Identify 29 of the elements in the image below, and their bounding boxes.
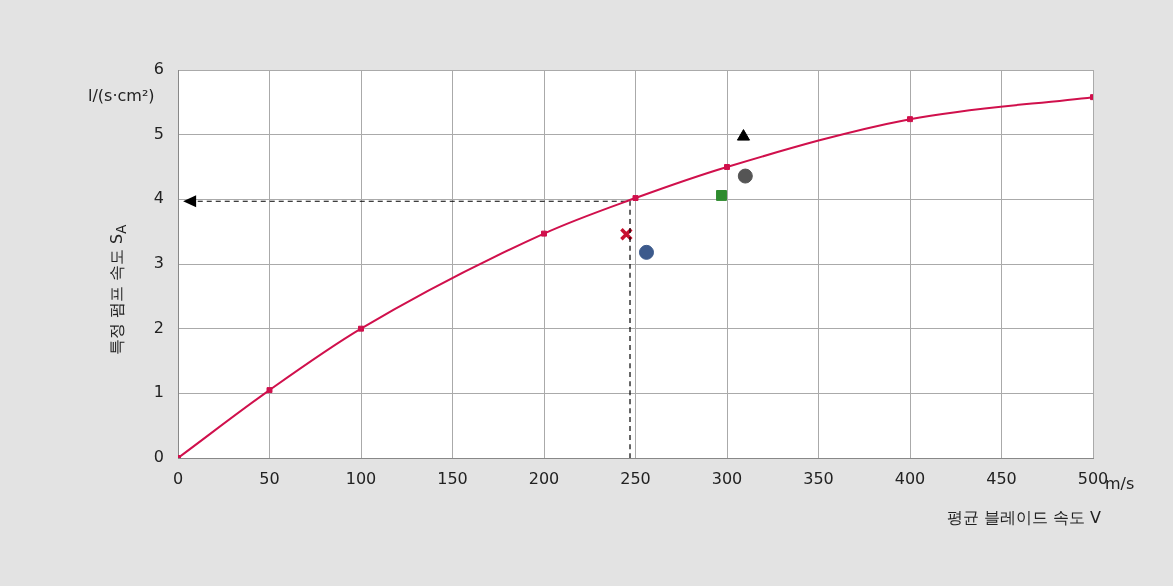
y-tick-label: 4: [153, 188, 164, 208]
y-tick-label: 3: [153, 253, 164, 273]
x-tick-label: 450: [986, 468, 1017, 488]
point: [632, 195, 639, 202]
y-tick-label: 6: [153, 59, 164, 79]
point: [358, 325, 364, 332]
x-tick-label: 50: [259, 468, 280, 488]
x-tick-label: 200: [528, 468, 560, 488]
x-tick-label: 150: [437, 468, 468, 488]
point: [737, 168, 753, 184]
x-axis-title: 평균 블레이드 속도 V: [946, 508, 1101, 529]
point: [724, 164, 730, 170]
point: [541, 230, 547, 237]
point: [638, 244, 654, 260]
x-tick-label: 0: [172, 468, 184, 488]
x-tick-label: 100: [345, 468, 377, 488]
point: [907, 116, 913, 123]
y-tick-label: 1: [153, 382, 164, 402]
x-tick-label: 350: [803, 468, 834, 488]
x-tick-label: 400: [894, 468, 926, 488]
point: [716, 190, 727, 201]
x-tick-label: 300: [711, 468, 743, 488]
y-tick-label: 0: [153, 447, 164, 467]
point: [266, 387, 273, 394]
x-tick-label: 250: [620, 468, 651, 488]
y-tick-label: 5: [153, 123, 164, 143]
text: l/(s·cm²): [88, 86, 155, 105]
point: [736, 129, 751, 141]
y-tick-label: 2: [153, 317, 164, 337]
